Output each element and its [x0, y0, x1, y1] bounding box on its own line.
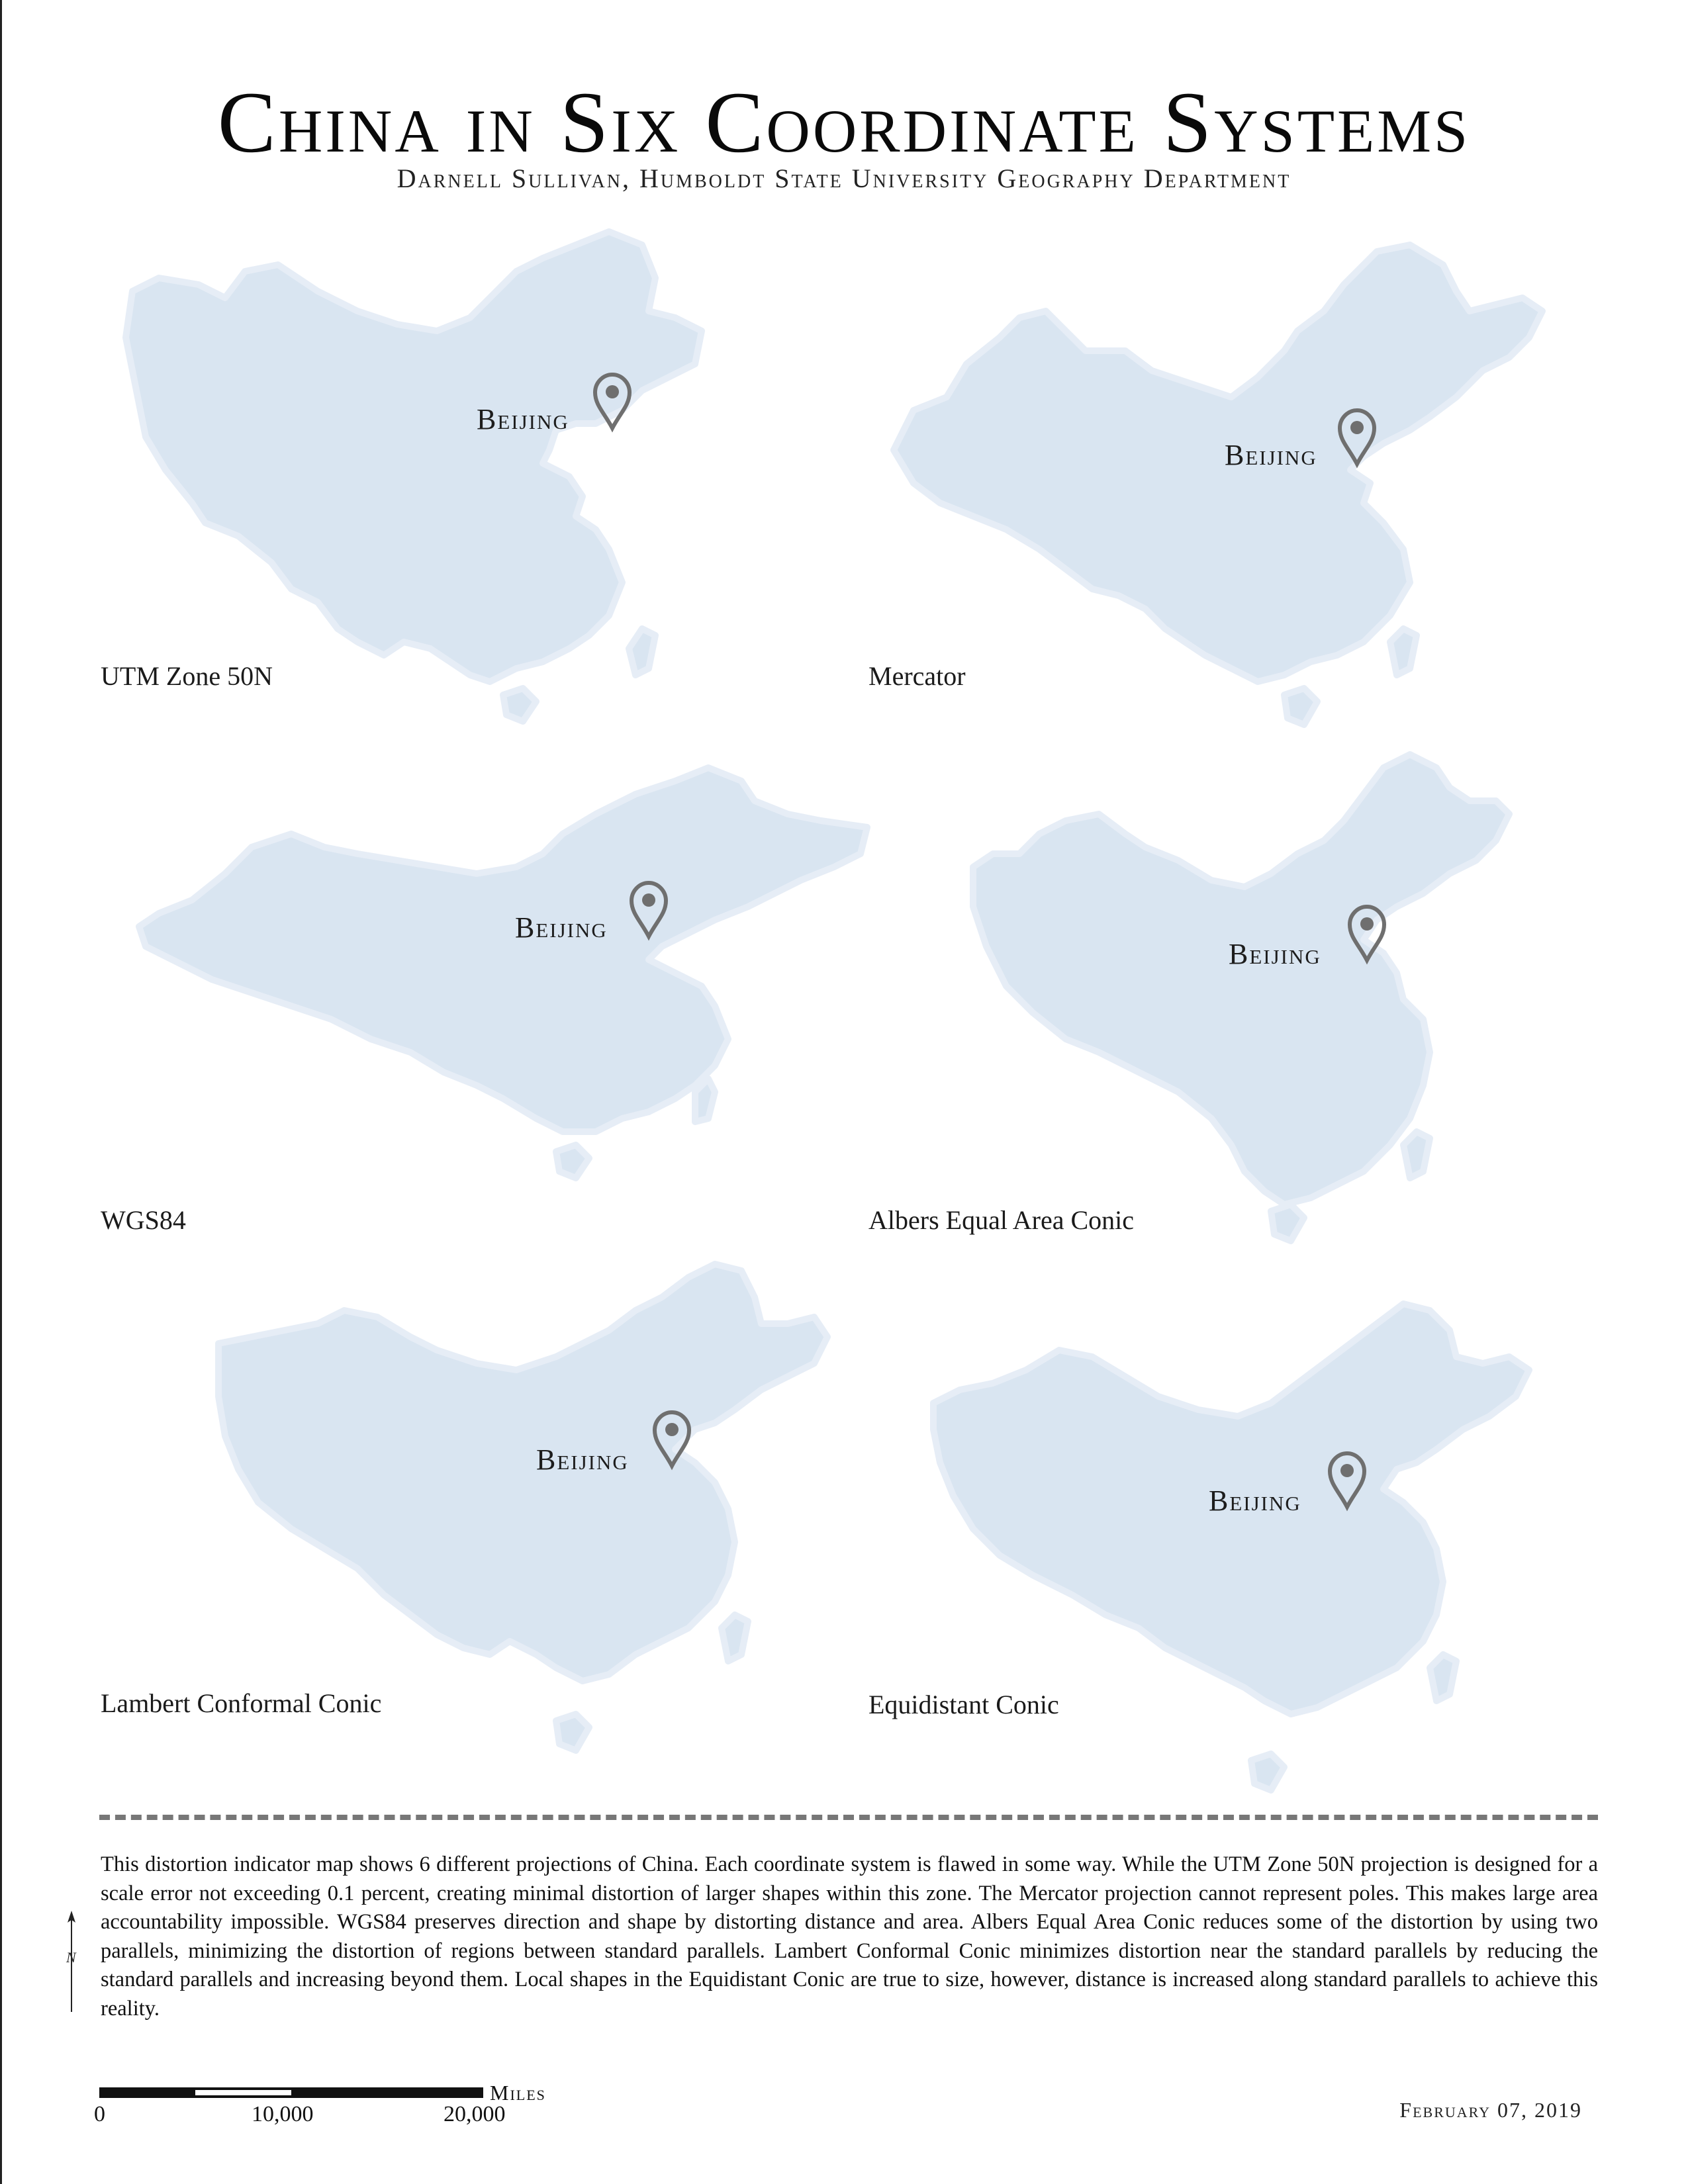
scale-tick-label: 10,000 [252, 2102, 314, 2126]
projection-label: UTM Zone 50N [101, 661, 273, 691]
scale-tick-label: 20,000 [444, 2102, 506, 2126]
projection-label: WGS84 [101, 1205, 186, 1235]
city-label-beijing: Beijing [477, 403, 569, 435]
map-pin-icon [629, 880, 669, 941]
china-landmass [970, 751, 1513, 1244]
map-pin-icon [1327, 1451, 1367, 1512]
china-landmass [136, 764, 870, 1181]
china-landmass [215, 1261, 831, 1754]
projection-label: Lambert Conformal Conic [101, 1688, 382, 1718]
map-panel-lambert-conformal-conic: Beijing Lambert Conformal Conic [101, 1257, 854, 1800]
description-text: This distortion indicator map shows 6 di… [101, 1852, 1598, 2021]
projection-label: Mercator [868, 661, 966, 691]
map-subtitle: Darnell Sullivan, Humboldt State Univers… [397, 163, 1291, 193]
map-pin-icon [652, 1410, 692, 1471]
projection-label: Albers Equal Area Conic [868, 1205, 1134, 1235]
north-arrow-icon: N [60, 1909, 83, 2015]
china-landmass [930, 1300, 1532, 1794]
scale-bar: Miles 0 10,000 20,000 [94, 2081, 563, 2158]
scale-bar-graphic [99, 2087, 483, 2098]
map-panel-equidistant-conic: Beijing Equidistant Conic [868, 1297, 1575, 1820]
map-pin-icon [1347, 904, 1387, 965]
city-label-beijing: Beijing [1209, 1484, 1301, 1517]
map-pin-icon [592, 372, 632, 433]
map-pin-icon [1337, 408, 1377, 469]
scale-tick-label: 0 [94, 2102, 105, 2126]
map-panel-albers-equal-area-conic: Beijing Albers Equal Area Conic [868, 748, 1523, 1257]
map-panel-utm-zone-50n: Beijing UTM Zone 50N [101, 218, 715, 735]
city-label-beijing: Beijing [515, 911, 608, 944]
page-left-border [0, 0, 2, 2184]
section-divider [99, 1815, 1598, 1820]
projection-label: Equidistant Conic [868, 1690, 1059, 1719]
scale-unit-label: Miles [490, 2081, 546, 2105]
city-label-beijing: Beijing [536, 1443, 629, 1476]
china-landmass [890, 242, 1546, 728]
china-landmass [122, 228, 705, 725]
date-label: February 07, 2019 [1399, 2098, 1582, 2122]
map-title: China in Six Coordinate Systems [217, 73, 1471, 171]
north-letter: N [66, 1949, 77, 1966]
city-label-beijing: Beijing [1225, 439, 1317, 471]
map-panel-wgs84: Beijing WGS84 [101, 761, 880, 1235]
city-label-beijing: Beijing [1229, 938, 1321, 970]
map-panel-mercator: Beijing Mercator [868, 238, 1575, 741]
